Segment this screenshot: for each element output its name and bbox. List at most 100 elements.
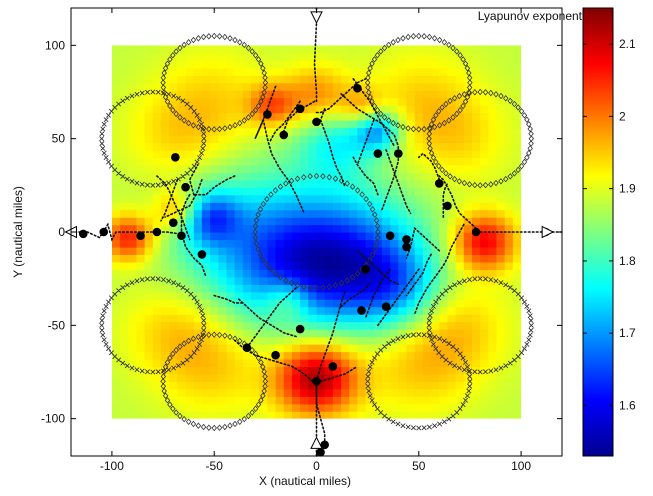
heatmap-cell: [144, 358, 154, 367]
heatmap-cell: [324, 45, 334, 54]
heatmap-cell: [144, 75, 154, 84]
aircraft-dot: [328, 362, 338, 371]
heatmap-cell: [152, 209, 162, 218]
heatmap-cell: [120, 120, 129, 129]
heatmap-cell: [439, 45, 449, 54]
heatmap-cell: [308, 336, 318, 345]
heatmap-cell: [136, 202, 146, 211]
heatmap-cell: [292, 97, 301, 106]
heatmap-cell: [136, 82, 146, 91]
heatmap-cell: [398, 112, 408, 121]
heatmap-cell: [324, 314, 334, 323]
heatmap-cell: [365, 105, 375, 114]
circle-marker: [313, 172, 320, 180]
heatmap-cell: [382, 321, 391, 330]
heatmap-cell: [390, 224, 399, 233]
heatmap-cell: [365, 411, 375, 419]
heatmap-cell: [439, 381, 449, 390]
heatmap-cell: [504, 67, 514, 76]
heatmap-cell: [259, 284, 268, 293]
heatmap-cell: [316, 232, 326, 241]
heatmap-cell: [283, 351, 293, 360]
heatmap-cell: [136, 142, 146, 151]
heatmap-cell: [390, 411, 399, 419]
heatmap-cell: [406, 306, 416, 315]
heatmap-cell: [332, 411, 342, 419]
circle-marker: [527, 125, 533, 133]
heatmap-cell: [398, 388, 408, 397]
heatmap-cell: [455, 321, 465, 330]
heatmap-cell: [185, 381, 195, 390]
heatmap-cell: [161, 157, 170, 166]
circle-marker: [433, 346, 439, 352]
heatmap-cell: [390, 157, 399, 166]
heatmap-cell: [218, 202, 228, 211]
heatmap-cell: [504, 142, 514, 151]
circle-marker: [106, 299, 112, 305]
heatmap-cell: [324, 112, 334, 121]
heatmap-cell: [472, 164, 481, 173]
heatmap-cell: [128, 239, 138, 248]
heatmap-cell: [512, 172, 522, 181]
heatmap-cell: [373, 127, 383, 136]
aircraft-dot: [357, 306, 366, 315]
heatmap-cell: [218, 179, 228, 188]
circle-marker: [181, 415, 187, 423]
circle-marker: [405, 424, 411, 430]
colorbar-tick-label: 1.6: [619, 398, 636, 412]
heatmap-cell: [144, 232, 154, 241]
heatmap-cell: [152, 187, 162, 196]
heatmap-cell: [422, 97, 432, 106]
heatmap-cell: [431, 157, 440, 166]
heatmap-cell: [332, 373, 342, 382]
circle-marker: [134, 91, 140, 97]
heatmap-cell: [431, 105, 440, 114]
heatmap-cell: [349, 120, 358, 129]
circle-marker: [446, 117, 452, 124]
heatmap-cell: [455, 314, 465, 323]
heatmap-cell: [488, 246, 498, 255]
heatmap-cell: [218, 269, 228, 278]
heatmap-cell: [292, 246, 301, 255]
heatmap-cell: [128, 261, 138, 270]
circle-marker: [166, 91, 172, 97]
heatmap-cell: [292, 366, 301, 375]
heatmap-cell: [390, 254, 399, 263]
heatmap-cell: [398, 254, 408, 263]
heatmap-cell: [251, 321, 260, 330]
heatmap-cell: [447, 232, 457, 241]
heatmap-cell: [267, 187, 277, 196]
circle-marker: [260, 200, 267, 208]
heatmap-cell: [275, 217, 285, 226]
heatmap-cell: [193, 366, 203, 375]
heatmap-cell: [136, 239, 146, 248]
heatmap-cell: [111, 388, 121, 397]
heatmap-cell: [316, 209, 326, 218]
heatmap-cell: [267, 127, 277, 136]
heatmap-cell: [504, 209, 514, 218]
heatmap-cell: [447, 75, 457, 84]
circle-marker: [369, 60, 375, 67]
heatmap-cell: [365, 157, 375, 166]
heatmap-cell: [398, 299, 408, 308]
heatmap-cell: [201, 194, 211, 203]
heatmap-cell: [373, 164, 383, 173]
heatmap-cell: [349, 314, 358, 323]
heatmap-cell: [226, 388, 236, 397]
heatmap-cell: [120, 373, 129, 382]
heatmap-cell: [414, 373, 424, 382]
heatmap-cell: [210, 202, 219, 211]
heatmap-cell: [431, 45, 440, 54]
heatmap-cell: [406, 321, 416, 330]
heatmap-cell: [210, 261, 219, 270]
heatmap-cell: [382, 90, 391, 99]
heatmap-cell: [120, 336, 129, 345]
heatmap-cell: [382, 366, 391, 375]
circle-marker: [446, 341, 452, 347]
heatmap-cell: [480, 239, 489, 248]
heatmap-cell: [324, 164, 334, 173]
heatmap-cell: [120, 291, 129, 300]
circle-marker: [498, 178, 504, 185]
heatmap-cell: [414, 217, 424, 226]
circle-marker: [185, 39, 192, 46]
